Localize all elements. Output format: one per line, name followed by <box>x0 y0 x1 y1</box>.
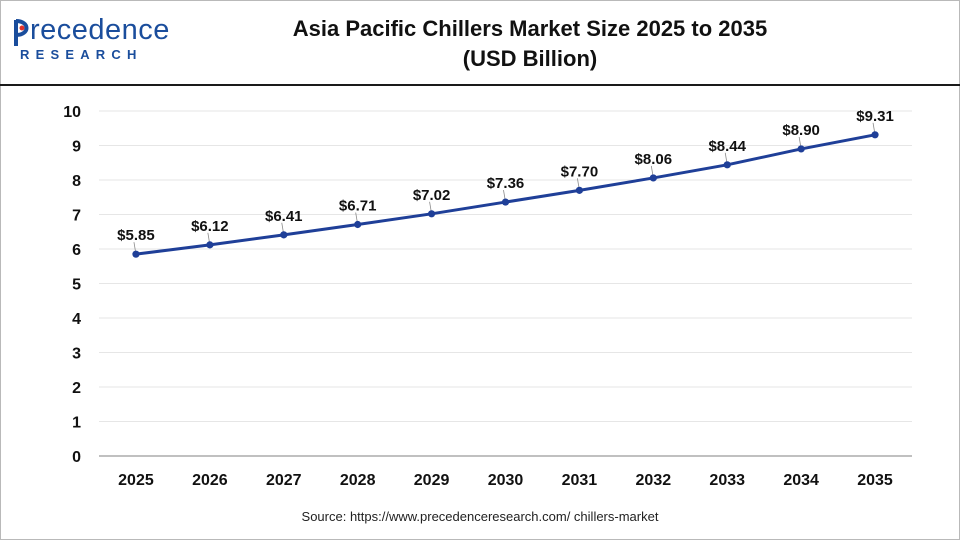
y-tick-label: 10 <box>63 104 81 121</box>
x-tick-label: 2025 <box>118 472 154 489</box>
data-label: $5.85 <box>117 227 155 244</box>
x-tick-label: 2035 <box>857 472 893 489</box>
data-label: $9.31 <box>856 108 894 125</box>
data-point <box>871 131 879 139</box>
x-tick-label: 2031 <box>562 472 598 489</box>
data-point <box>354 220 362 229</box>
logo-p-icon <box>14 19 29 46</box>
data-point <box>280 231 288 239</box>
y-tick-label: 0 <box>72 449 81 466</box>
data-label: $7.02 <box>413 187 451 204</box>
data-point <box>427 210 436 218</box>
data-label: $7.70 <box>561 163 599 180</box>
y-tick-label: 1 <box>72 415 81 432</box>
data-point <box>501 198 510 206</box>
y-tick-label: 4 <box>72 311 81 328</box>
chart-title: Asia Pacific Chillers Market Size 2025 t… <box>250 14 810 74</box>
x-tick-label: 2029 <box>414 472 450 489</box>
source-note: Source: https://www.precedenceresearch.c… <box>301 509 659 524</box>
data-label: $8.90 <box>782 122 820 139</box>
data-point <box>797 145 805 153</box>
y-tick-label: 2 <box>72 380 81 397</box>
data-point <box>132 250 140 258</box>
chart-title-line1: Asia Pacific Chillers Market Size 2025 t… <box>292 16 768 41</box>
data-point <box>575 186 584 194</box>
x-tick-label: 2030 <box>488 472 524 489</box>
y-tick-label: 3 <box>72 346 81 363</box>
x-tick-label: 2032 <box>636 472 672 489</box>
x-tick-label: 2033 <box>709 472 745 489</box>
brand-logo: recedence RESEARCH <box>14 14 174 68</box>
line-chart: 0 1 2 3 4 5 6 7 8 9 10 2025 2026 2027 2028 2029 2030 2031… <box>63 104 912 489</box>
chart-title-line2: (USD Billion) <box>462 46 598 71</box>
y-tick-label: 7 <box>72 208 81 225</box>
series-line <box>135 133 876 256</box>
x-tick-label: 2034 <box>783 472 819 489</box>
x-tick-label: 2028 <box>340 472 376 489</box>
data-point <box>649 174 657 182</box>
logo-word: recedence <box>30 14 170 46</box>
header-divider <box>0 84 960 86</box>
data-label: $7.36 <box>487 175 525 192</box>
logo-subtitle: RESEARCH <box>20 47 143 62</box>
data-label: $6.71 <box>339 198 377 215</box>
data-label: $6.41 <box>265 208 303 225</box>
y-tick-label: 5 <box>72 277 81 294</box>
y-tick-label: 9 <box>72 139 81 156</box>
header: recedence RESEARCH Asia Pacific Chillers… <box>0 0 960 84</box>
y-tick-label: 6 <box>72 242 81 259</box>
y-tick-label: 8 <box>72 173 81 190</box>
data-point <box>206 241 214 249</box>
x-tick-label: 2026 <box>192 472 228 489</box>
data-label: $8.06 <box>635 151 673 168</box>
x-tick-label: 2027 <box>266 472 302 489</box>
data-point <box>723 161 731 169</box>
data-label: $6.12 <box>191 218 229 235</box>
data-label: $8.44 <box>708 138 746 155</box>
